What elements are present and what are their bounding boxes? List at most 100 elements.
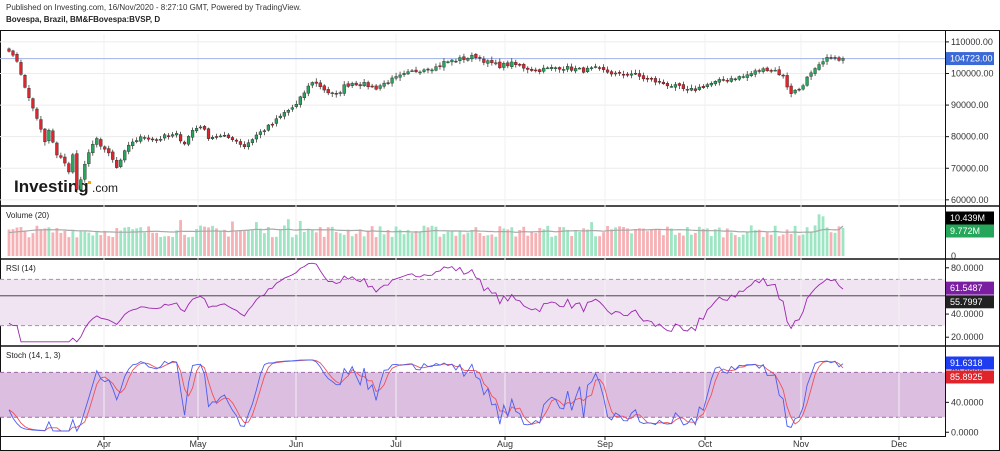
candle-body [562, 69, 566, 71]
rsi-pane-title: RSI (14) [6, 264, 36, 273]
volume-bar [450, 230, 454, 256]
candle-body [51, 130, 55, 143]
candle-body [406, 71, 410, 75]
rsi-tick-label: 40.0000 [951, 309, 984, 319]
candle-body [326, 89, 330, 94]
volume-tick-label: 0 [951, 251, 956, 261]
volume-bar [15, 227, 19, 256]
candle-body [609, 71, 614, 75]
candle-body [27, 88, 31, 98]
volume-bar [23, 230, 27, 256]
volume-bar [326, 227, 330, 256]
candle-body [801, 85, 805, 90]
candle-body [813, 68, 817, 74]
volume-bar [478, 233, 482, 256]
candle-body [95, 138, 99, 145]
volume-bar [159, 236, 163, 256]
volume-bar [330, 226, 334, 256]
candle-body [510, 61, 514, 67]
volume-bar [837, 226, 841, 256]
price-tick-label: 100000.00 [951, 68, 994, 78]
candle-body [366, 82, 370, 88]
candle-body [374, 85, 378, 90]
volume-bar [179, 220, 182, 256]
candle-body [346, 83, 350, 87]
candle-body [833, 57, 837, 59]
candle-body [542, 67, 546, 72]
volume-bar [606, 226, 609, 256]
candle-body [693, 88, 697, 91]
candle-body [430, 69, 434, 72]
candle-body [809, 72, 813, 77]
volume-bar [502, 228, 506, 256]
volume-bar [282, 225, 286, 256]
volume-bar [79, 231, 83, 256]
pane-background-layer [0, 278, 945, 418]
volume-bar [107, 236, 111, 256]
candle-body [123, 150, 127, 161]
rsi-band-area [0, 279, 945, 326]
volume-bar [793, 225, 797, 256]
volume-bar [677, 232, 681, 256]
volume-bar [626, 228, 629, 256]
candle-body [494, 62, 498, 65]
volume-pane-title: Volume (20) [6, 211, 49, 220]
time-tick-label: Dec [891, 439, 908, 449]
volume-bar [757, 229, 761, 256]
candle-body [518, 64, 522, 66]
candle-body [43, 128, 47, 143]
volume-bar [558, 226, 562, 256]
candle-body [135, 140, 139, 142]
volume-bar [821, 216, 825, 256]
candle-body [194, 128, 199, 132]
volume-bar [685, 227, 689, 256]
volume-bar [737, 237, 741, 256]
candle-body [446, 61, 450, 63]
candle-body [318, 82, 322, 87]
volume-bar [530, 231, 534, 256]
volume-bar [143, 232, 147, 256]
price-tick-label: 80000.00 [951, 132, 989, 142]
volume-bar [438, 236, 442, 256]
volume-bar [43, 228, 47, 256]
volume-bar [354, 233, 358, 256]
candle-body [709, 83, 713, 86]
candle-body [566, 66, 570, 70]
volume-bar [470, 229, 474, 256]
candle-body [354, 82, 358, 86]
candle-body [522, 64, 526, 69]
candle-body [242, 144, 247, 147]
volume-bar [725, 228, 729, 256]
volume-bar [7, 229, 11, 256]
volume-bar [761, 236, 765, 256]
volume-bar [538, 227, 542, 256]
candle-body [550, 67, 554, 69]
time-tick-label: Apr [97, 439, 111, 449]
candle-body [266, 124, 270, 131]
candle-body [63, 156, 67, 164]
candle-body [218, 135, 223, 138]
stoch-tick-label: 40.0000 [951, 397, 984, 407]
candle-body [210, 137, 215, 139]
candle-body [282, 112, 286, 117]
volume-bar [127, 226, 131, 256]
candle-body [490, 60, 494, 64]
volume-bar [310, 229, 314, 256]
price-candles [7, 47, 845, 193]
volume-bar [382, 234, 386, 256]
volume-bar [322, 236, 326, 256]
candle-body [414, 69, 418, 73]
volume-bar [490, 234, 494, 256]
candle-body [330, 92, 334, 94]
candle-body [625, 73, 630, 76]
volume-last-tag-bg [946, 224, 994, 238]
candle-body [546, 67, 550, 70]
candle-body [250, 139, 255, 143]
candle-body [426, 68, 430, 71]
candle-body [278, 115, 282, 118]
volume-bar [582, 228, 586, 256]
volume-bar [618, 226, 621, 256]
volume-bar [526, 235, 530, 256]
candle-body [502, 63, 506, 68]
